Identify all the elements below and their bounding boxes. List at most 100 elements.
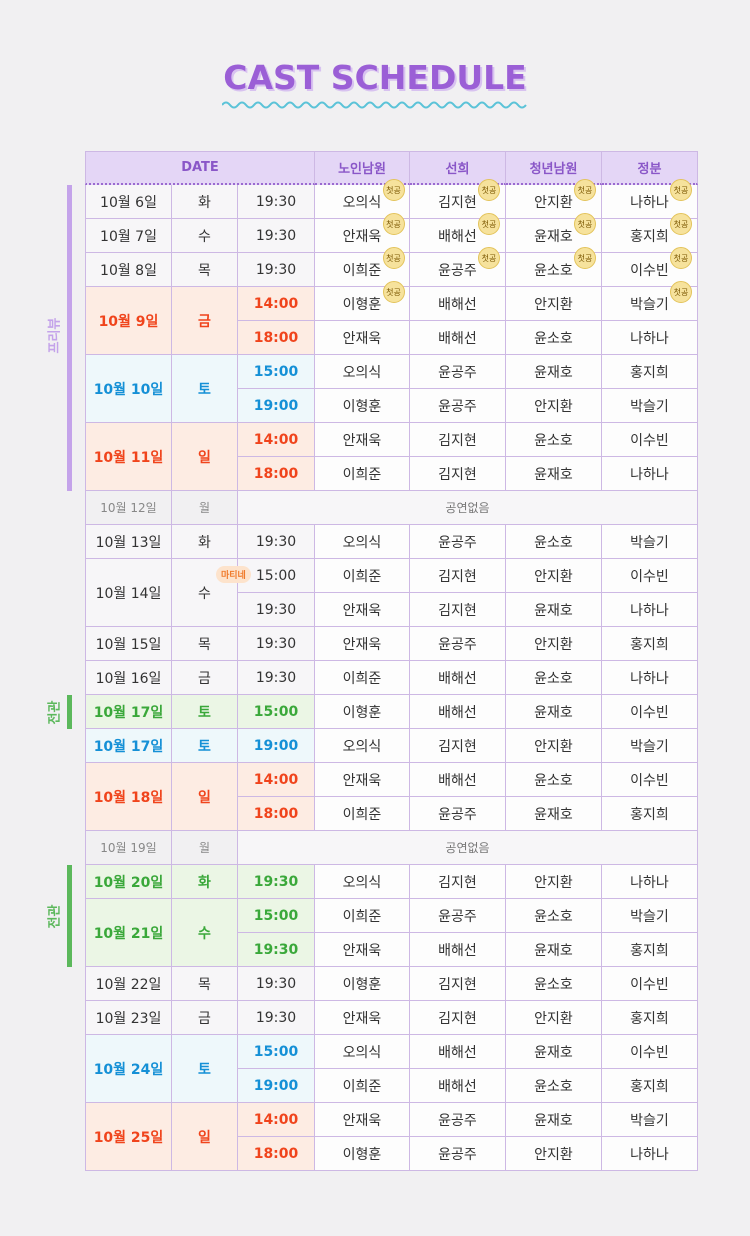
cast-cell: 김지현 [410,865,506,899]
time-cell: 14:00 [238,763,315,797]
cast-cell: 이형훈 첫공 [315,281,410,321]
day-cell: 일 [172,763,238,831]
day-cell: 금 [172,661,238,695]
day-cell: 수 [172,899,238,967]
first-show-badge: 첫공 [670,281,692,303]
cast-cell: 윤소호 [506,763,602,797]
cast-cell: 이수빈 [602,967,698,1001]
cast-cell: 안재욱 [315,593,410,627]
cast-cell: 안재욱 [315,933,410,967]
date-cell: 10월 14일 [85,559,172,627]
time-cell: 19:30 [238,865,315,899]
cast-cell: 이형훈 [315,695,410,729]
cast-cell: 김지현 [410,967,506,1001]
cast-cell: 윤공주 [410,797,506,831]
cast-cell: 김지현 [410,423,506,457]
time-cell: 15:00 [238,695,315,729]
cast-cell: 김지현 첫공 [410,179,506,219]
day-cell: 화 [172,865,238,899]
cast-cell: 오의식 [315,729,410,763]
date-cell: 10월 17일 [85,695,172,729]
cast-cell: 윤재호 첫공 [506,213,602,253]
first-show-badge: 첫공 [574,247,596,269]
time-cell: 18:00 [238,457,315,491]
time-cell: 19:30 [238,1001,315,1035]
cast-cell: 윤공주 [410,389,506,423]
cast-cell: 윤재호 [506,355,602,389]
day-cell: 화 [172,525,238,559]
cast-cell: 배해선 [410,1069,506,1103]
cast-cell: 배해선 [410,661,506,695]
time-cell: 15:00 [238,899,315,933]
cast-cell: 안재욱 [315,423,410,457]
time-cell: 19:30 [238,593,315,627]
day-cell: 일 [172,423,238,491]
section-bar [67,695,72,729]
cast-cell: 오의식 [315,1035,410,1069]
cast-cell: 오의식 [315,525,410,559]
header-cell: DATE [85,151,315,185]
first-show-badge: 첫공 [478,247,500,269]
time-cell: 19:30 [238,219,315,253]
date-cell: 10월 6일 [85,185,172,219]
cast-cell: 나하나 [602,865,698,899]
cast-cell: 윤재호 [506,1103,602,1137]
cast-cell: 오의식 [315,355,410,389]
date-cell: 10월 20일 [85,865,172,899]
cast-cell: 이형훈 [315,389,410,423]
day-cell: 수 [172,219,238,253]
time-cell: 18:00 [238,321,315,355]
date-cell: 10월 11일 [85,423,172,491]
day-cell: 토 [172,695,238,729]
cast-cell: 홍지희 [602,797,698,831]
cast-cell: 윤소호 [506,967,602,1001]
no-show-cell: 공연없음 [238,491,698,525]
cast-cell: 배해선 [410,695,506,729]
cast-cell: 나하나 [602,1137,698,1171]
cast-cell: 박슬기 [602,729,698,763]
cast-cell: 윤재호 [506,457,602,491]
cast-cell: 이수빈 [602,423,698,457]
cast-cell: 안재욱 [315,627,410,661]
cast-cell: 윤공주 [410,1137,506,1171]
day-cell: 금 [172,287,238,355]
matinee-badge: 마티네 [216,566,251,583]
time-cell: 19:30 [238,525,315,559]
section-label: 전관 [47,700,63,725]
day-cell: 토 [172,355,238,423]
cast-cell: 배해선 [410,321,506,355]
cast-cell: 윤공주 [410,627,506,661]
cast-cell: 홍지희 [602,355,698,389]
cast-cell: 김지현 [410,593,506,627]
cast-cell: 윤소호 [506,321,602,355]
first-show-badge: 첫공 [478,213,500,235]
time-cell: 19:30 [238,933,315,967]
cast-cell: 나하나 [602,661,698,695]
time-cell: 19:00 [238,389,315,423]
first-show-badge: 첫공 [382,213,405,235]
cast-cell: 이수빈 [602,695,698,729]
section-label: 프리뷰 [47,317,63,354]
cast-cell: 이희준 [315,661,410,695]
first-show-badge: 첫공 [574,179,596,201]
cast-cell: 이희준 [315,559,410,593]
first-show-badge: 첫공 [382,179,405,201]
cast-cell: 김지현 [410,559,506,593]
cast-cell: 홍지희 [602,1001,698,1035]
cast-cell: 윤재호 [506,933,602,967]
cast-cell: 윤소호 [506,525,602,559]
first-show-badge: 첫공 [574,213,596,235]
section-label: 전관 [47,904,63,929]
cast-cell: 안지환 [506,1001,602,1035]
cast-cell: 이형훈 [315,1137,410,1171]
cast-cell: 이희준 [315,797,410,831]
time-cell: 18:00 [238,797,315,831]
time-cell: 15:00 마티네 [216,559,315,593]
time-cell: 15:00 [238,1035,315,1069]
cast-cell: 이희준 [315,457,410,491]
time-cell: 19:00 [238,729,315,763]
date-cell: 10월 25일 [85,1103,172,1171]
first-show-badge: 첫공 [670,179,692,201]
time-cell: 19:30 [238,661,315,695]
cast-cell: 박슬기 [602,389,698,423]
